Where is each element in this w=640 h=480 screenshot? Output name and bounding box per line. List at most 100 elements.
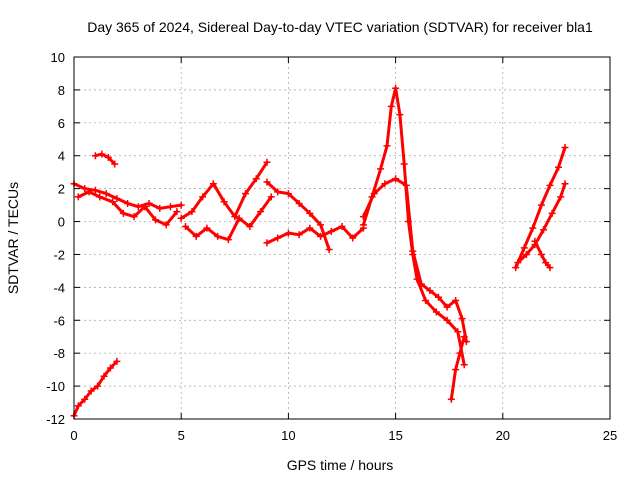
data-point [284,190,292,198]
data-point [383,142,391,150]
data-point [151,216,159,224]
data-point [188,208,196,216]
data-point [74,193,82,201]
data-series-seg-mid-d [263,178,333,254]
x-tick-label: 25 [603,428,617,443]
data-point [349,234,357,242]
x-tick-label: 15 [388,428,402,443]
data-point [392,84,400,92]
data-point [113,195,121,203]
data-point [426,287,434,295]
data-point [306,224,314,232]
data-point [537,201,545,209]
data-point [235,214,243,222]
data-point [454,328,462,336]
series-trace [361,177,468,344]
data-point [177,201,185,209]
data-point [214,232,222,240]
data-point [257,208,265,216]
data-point [447,395,455,403]
data-point [74,402,82,410]
series-trace [72,359,119,418]
data-point [422,297,430,305]
data-series-seg-late-b [514,180,569,267]
tick-layer: 0 5 10 15 20 25 -12 -10 -8 -6 -4 -2 0 2 4 6 8 10 [46,50,617,443]
y-axis-label: SDTVAR / TECUs [5,182,21,294]
data-point [242,190,250,198]
data-point [274,234,282,242]
data-point [387,102,395,110]
data-point [417,280,425,288]
data-point [317,232,325,240]
data-point [252,175,260,183]
data-point [209,180,217,188]
x-tick-label: 10 [281,428,295,443]
data-point [181,222,189,230]
data-series-seg-mid-b [181,193,275,244]
data-point [203,224,211,232]
data-point [432,308,440,316]
data-series-seg-late-c [531,237,554,272]
data-point [392,175,400,183]
data-point [460,361,468,369]
series-trace [93,152,117,166]
data-series-seg-peak-b [359,175,470,346]
data-point [109,198,117,206]
x-axis-label: GPS time / hours [287,457,394,473]
data-point [327,227,335,235]
plot-frame [73,56,611,420]
data-point [443,316,451,324]
data-point [162,221,170,229]
data-layer [70,84,569,420]
data-point [267,193,275,201]
data-point [359,221,367,229]
data-point [456,349,464,357]
data-point [106,364,114,372]
data-series-seg-mid-a [177,158,271,222]
data-point [231,213,239,221]
data-point [520,244,528,252]
data-point [359,213,367,221]
data-point [514,259,522,267]
data-point [338,222,346,230]
data-point [263,158,271,166]
data-point [531,237,539,245]
y-tick-label: 6 [58,116,65,131]
data-point [173,208,181,216]
data-point [542,259,550,267]
data-series-seg-early-high [91,150,119,168]
data-point [529,224,537,232]
y-tick-label: -2 [53,247,65,262]
data-point [134,203,142,211]
y-tick-label: -4 [53,280,65,295]
data-point [100,372,108,380]
data-point [263,178,271,186]
data-point [546,264,554,272]
series-trace [265,225,365,245]
data-point [540,226,548,234]
data-point [156,204,164,212]
data-point [220,198,228,206]
data-point [113,357,121,365]
data-point [124,199,132,207]
y-tick-label: 10 [51,50,65,65]
data-point [96,193,104,201]
data-point [102,190,110,198]
data-point [295,231,303,239]
data-point [409,247,417,255]
data-point [546,181,554,189]
data-series-seg-peak-a [359,84,468,369]
data-point [561,144,569,151]
data-series-seg-main-b [74,188,181,229]
data-point [402,181,410,189]
data-point [246,222,254,230]
data-series-seg-early-low [70,357,121,420]
data-point [522,250,530,258]
y-tick-label: 4 [58,149,65,164]
y-tick-label: -6 [53,313,65,328]
data-point [263,239,271,247]
data-point [317,221,325,229]
data-point [512,264,520,272]
